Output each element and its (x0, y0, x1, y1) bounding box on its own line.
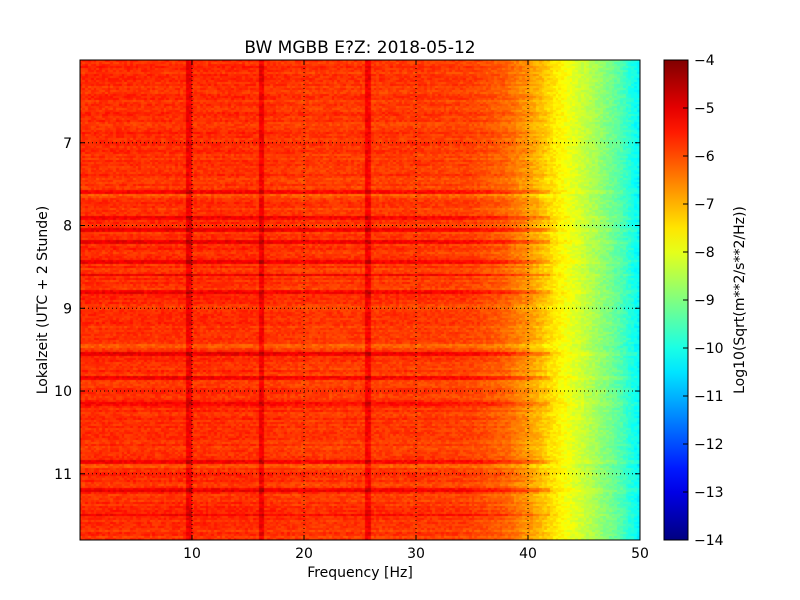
axes: 10 20 30 40 50 7 8 9 10 11 (54, 59, 649, 562)
colorbar-tick-label: −14 (694, 533, 724, 549)
colorbar-tick-label: −4 (694, 53, 715, 69)
x-axis-label: Frequency [Hz] (307, 565, 413, 581)
colorbar-tick-label: −8 (694, 245, 715, 261)
x-tick-label: 50 (631, 546, 649, 562)
spectrogram-image (80, 60, 640, 540)
colorbar-tick-label: −11 (694, 389, 724, 405)
y-tick-label: 11 (54, 467, 72, 483)
x-tick-label: 40 (519, 546, 537, 562)
colorbar-label: Log10(Sqrt(m**2/s**2/Hz)) (732, 206, 748, 394)
x-tick-label: 20 (295, 546, 313, 562)
y-tick-label: 8 (63, 219, 72, 235)
plot-frame (79, 59, 641, 541)
x-tick-label: 30 (407, 546, 425, 562)
x-tick-label: 10 (183, 546, 201, 562)
colorbar-tick-label: −6 (694, 149, 715, 165)
y-axis-label: Lokalzeit (UTC + 2 Stunde) (35, 206, 51, 395)
colorbar-tick-label: −13 (694, 485, 724, 501)
colorbar-tick-label: −10 (694, 341, 724, 357)
y-tick-label: 9 (63, 301, 72, 317)
colorbar-tick-label: −7 (694, 197, 715, 213)
colorbar: −4 −5 −6 −7 −8 −9 −10 −11 −12 −13 −14 (663, 53, 724, 549)
colorbar-tick-label: −9 (694, 293, 715, 309)
chart-title: BW MGBB E?Z: 2018-05-12 (244, 38, 475, 58)
colorbar-tick-label: −12 (694, 437, 724, 453)
colorbar-tick-label: −5 (694, 101, 715, 117)
y-tick-label: 10 (54, 384, 72, 400)
plot-area (80, 60, 640, 540)
y-tick-label: 7 (63, 136, 72, 152)
